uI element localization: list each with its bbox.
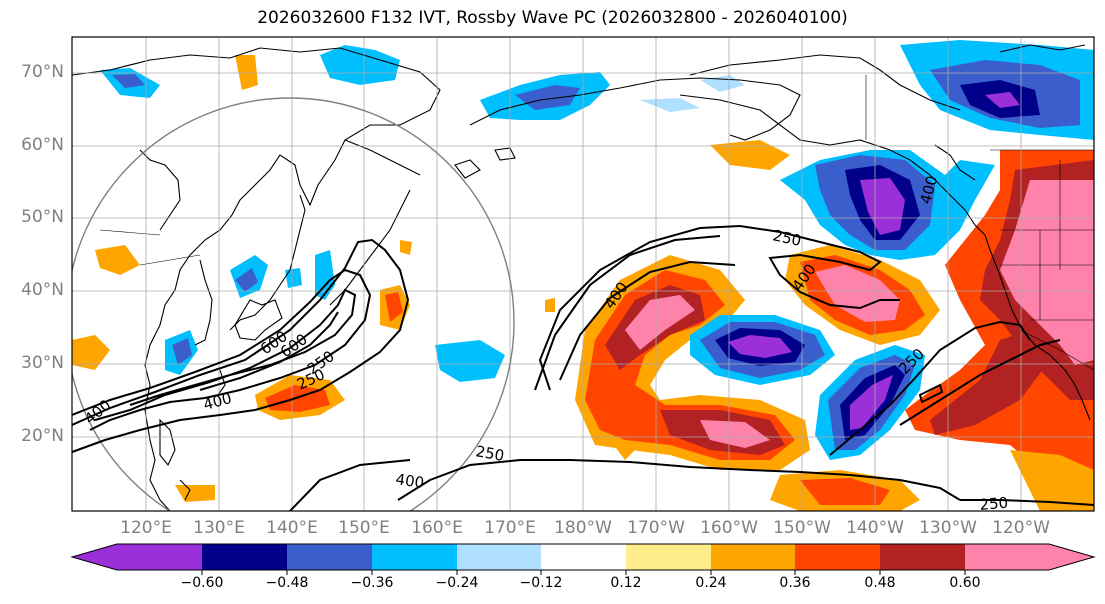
colorbar-segment — [202, 544, 287, 570]
base-point-circle — [72, 97, 515, 511]
colorbar-tick-label: 0.60 — [949, 575, 981, 591]
lon-label: 130°E — [193, 518, 245, 538]
lon-label: 170°W — [627, 518, 685, 538]
colorbar-segment — [880, 544, 965, 570]
lon-label: 130°W — [919, 518, 977, 538]
contour-label: 250 — [771, 226, 803, 250]
colorbar-segment — [795, 544, 880, 570]
lon-label: 140°E — [266, 518, 318, 538]
lon-label: 150°E — [338, 518, 390, 538]
borders — [99, 75, 1094, 371]
lon-label: 120°E — [120, 518, 172, 538]
contour-label: 400 — [394, 470, 425, 492]
colorbar-segment — [711, 544, 795, 570]
map-title: 2026032600 F132 IVT, Rossby Wave PC (202… — [257, 8, 848, 28]
colorbar-segment — [457, 544, 541, 570]
colorbar-tick-label: 0.36 — [779, 575, 811, 591]
lon-label: 170°E — [484, 518, 536, 538]
colorbar-tick-label: 0.12 — [610, 575, 642, 591]
colorbar-tick-label: 0.24 — [695, 575, 727, 591]
colorbar-tick-label: 0.48 — [864, 575, 896, 591]
colorbar-extend-low — [72, 544, 117, 570]
ivt-anomaly-shading — [72, 40, 1094, 511]
lon-label: 140°W — [846, 518, 904, 538]
colorbar-segment — [626, 544, 711, 570]
contour-label: 250 — [979, 494, 1009, 514]
lat-label: 30°N — [21, 353, 64, 373]
colorbar-extend-high — [1049, 544, 1094, 570]
colorbar-segment — [287, 544, 372, 570]
lat-label: 60°N — [21, 135, 64, 155]
colorbar-tick-label: −0.24 — [435, 575, 479, 591]
colorbar-tick-label: −0.36 — [350, 575, 394, 591]
colorbar-segment — [117, 544, 202, 570]
lat-label: 70°N — [21, 62, 64, 82]
lon-label: 180°W — [554, 518, 612, 538]
colorbar-tick-label: −0.12 — [519, 575, 563, 591]
colorbar-segment — [965, 544, 1049, 570]
lon-label: 150°W — [773, 518, 831, 538]
lon-label: 160°E — [411, 518, 463, 538]
lat-label: 50°N — [21, 207, 64, 227]
ivt-contours — [72, 224, 1094, 511]
contour-label: 250 — [474, 442, 505, 465]
colorbar — [70, 543, 1096, 575]
lat-label: 40°N — [21, 280, 64, 300]
lon-label: 160°W — [700, 518, 758, 538]
colorbar-tick-label: −0.48 — [265, 575, 309, 591]
lat-label: 20°N — [21, 426, 64, 446]
lon-label: 120°W — [992, 518, 1050, 538]
colorbar-segment — [541, 544, 626, 570]
graticule — [72, 37, 1094, 511]
colorbar-segment — [372, 544, 457, 570]
colorbar-tick-label: −0.60 — [180, 575, 224, 591]
map-frame — [71, 36, 1095, 512]
coastlines — [72, 44, 1091, 511]
